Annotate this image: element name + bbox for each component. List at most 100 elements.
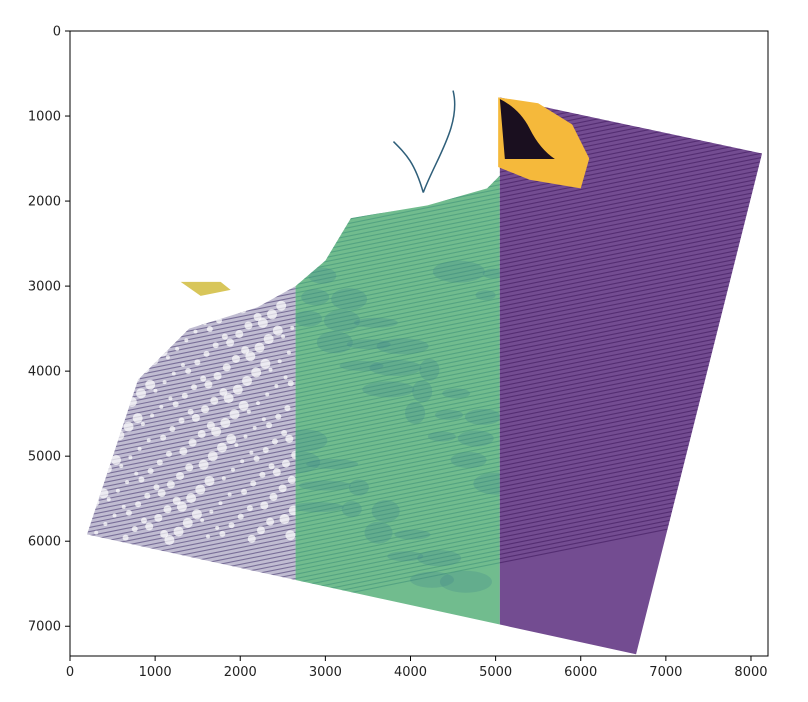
- cloud-speck: [116, 375, 125, 384]
- scan-line: [499, 116, 763, 278]
- cloud-speck: [170, 313, 181, 324]
- cloud-speck: [142, 338, 153, 349]
- scan-line: [20, 0, 808, 92]
- scan-line: [20, 0, 808, 4]
- scan-line: [295, 196, 500, 358]
- cloud-speck: [185, 367, 192, 374]
- scan-line: [295, 175, 500, 299]
- scan-line: [87, 313, 296, 475]
- cloud-speck: [126, 396, 137, 407]
- scan-line: [20, 0, 808, 130]
- scan-line: [20, 0, 808, 33]
- scan-line: [20, 0, 808, 130]
- scan-line: [499, 162, 763, 324]
- cloud-speck: [206, 421, 215, 430]
- scan-line: [20, 0, 808, 109]
- scan-line: [499, 97, 763, 127]
- scan-line: [499, 250, 763, 412]
- scan-line: [295, 431, 500, 593]
- cloud-speck: [215, 525, 220, 530]
- cloud-speck: [165, 355, 170, 360]
- scan-line: [499, 401, 763, 563]
- cloud-speck: [132, 317, 141, 326]
- scan-line: [87, 343, 296, 505]
- water-feature: [346, 339, 391, 350]
- cloud-speck: [204, 475, 215, 486]
- scan-line: [295, 477, 500, 625]
- scan-line: [499, 267, 763, 429]
- scan-line: [87, 376, 296, 538]
- scan-line: [20, 0, 808, 42]
- cloud-speck: [285, 434, 294, 443]
- cloud-speck: [95, 417, 104, 426]
- water-feature: [450, 452, 487, 469]
- scan-line: [87, 397, 296, 559]
- water-feature: [412, 380, 433, 403]
- scan-line: [20, 0, 808, 29]
- cloud-speck: [87, 342, 92, 347]
- scan-line: [295, 330, 500, 492]
- scan-line: [295, 204, 500, 366]
- scan-line: [20, 0, 808, 71]
- cloud-speck: [246, 409, 251, 414]
- cloud-speck: [229, 409, 240, 420]
- scan-line: [87, 305, 296, 467]
- water-feature: [432, 260, 485, 283]
- scan-line: [295, 439, 500, 601]
- cloud-speck: [132, 413, 143, 424]
- water-feature: [394, 529, 431, 540]
- scan-line: [499, 97, 763, 101]
- cloud-speck: [104, 313, 111, 320]
- cloud-speck: [253, 455, 260, 462]
- scan-line: [20, 0, 808, 88]
- cloud-speck: [265, 392, 270, 397]
- scan-line: [20, 0, 808, 37]
- cloud-speck: [151, 330, 162, 341]
- cloud-speck: [125, 509, 132, 516]
- scan-line: [499, 343, 763, 505]
- scan-line: [295, 448, 500, 610]
- cloud-speck: [245, 351, 256, 362]
- water-feature: [295, 247, 306, 258]
- cloud-speck: [234, 443, 239, 448]
- scan-line: [20, 0, 808, 29]
- cloud-speck: [173, 526, 184, 537]
- scan-line: [295, 229, 500, 391]
- cloud-speck: [87, 301, 90, 306]
- scan-line: [295, 380, 500, 542]
- water-feature: [295, 451, 321, 474]
- cloud-speck: [205, 534, 210, 539]
- scan-line: [20, 0, 808, 50]
- scan-line: [499, 124, 763, 286]
- cloud-speck: [287, 380, 294, 387]
- scan-line: [20, 0, 808, 25]
- cloud-speck: [123, 421, 134, 432]
- scan-line: [20, 0, 808, 16]
- scan-line: [20, 0, 808, 8]
- scan-line: [295, 422, 500, 584]
- water-feature: [427, 431, 456, 442]
- water-feature: [362, 381, 415, 398]
- scan-line: [295, 322, 500, 484]
- scan-line: [87, 414, 296, 576]
- scan-line: [295, 305, 500, 467]
- cloud-speck: [98, 392, 107, 401]
- scan-line: [295, 175, 500, 311]
- cloud-speck: [223, 393, 234, 404]
- y-tick-label: 6000: [28, 535, 61, 550]
- scan-line: [295, 200, 500, 362]
- cloud-speck: [234, 300, 241, 307]
- scan-line: [20, 0, 808, 8]
- scan-line: [499, 431, 763, 593]
- cloud-speck: [281, 429, 288, 436]
- scan-line: [499, 292, 763, 454]
- scan-line: [87, 385, 296, 547]
- cloud-speck: [257, 317, 268, 328]
- cloud-speck: [291, 451, 296, 460]
- scan-line: [499, 397, 763, 559]
- scan-line: [20, 0, 808, 8]
- scan-line: [20, 0, 808, 121]
- x-tick-label: 2000: [224, 665, 257, 680]
- scan-line: [499, 263, 763, 425]
- water-feature: [306, 459, 359, 470]
